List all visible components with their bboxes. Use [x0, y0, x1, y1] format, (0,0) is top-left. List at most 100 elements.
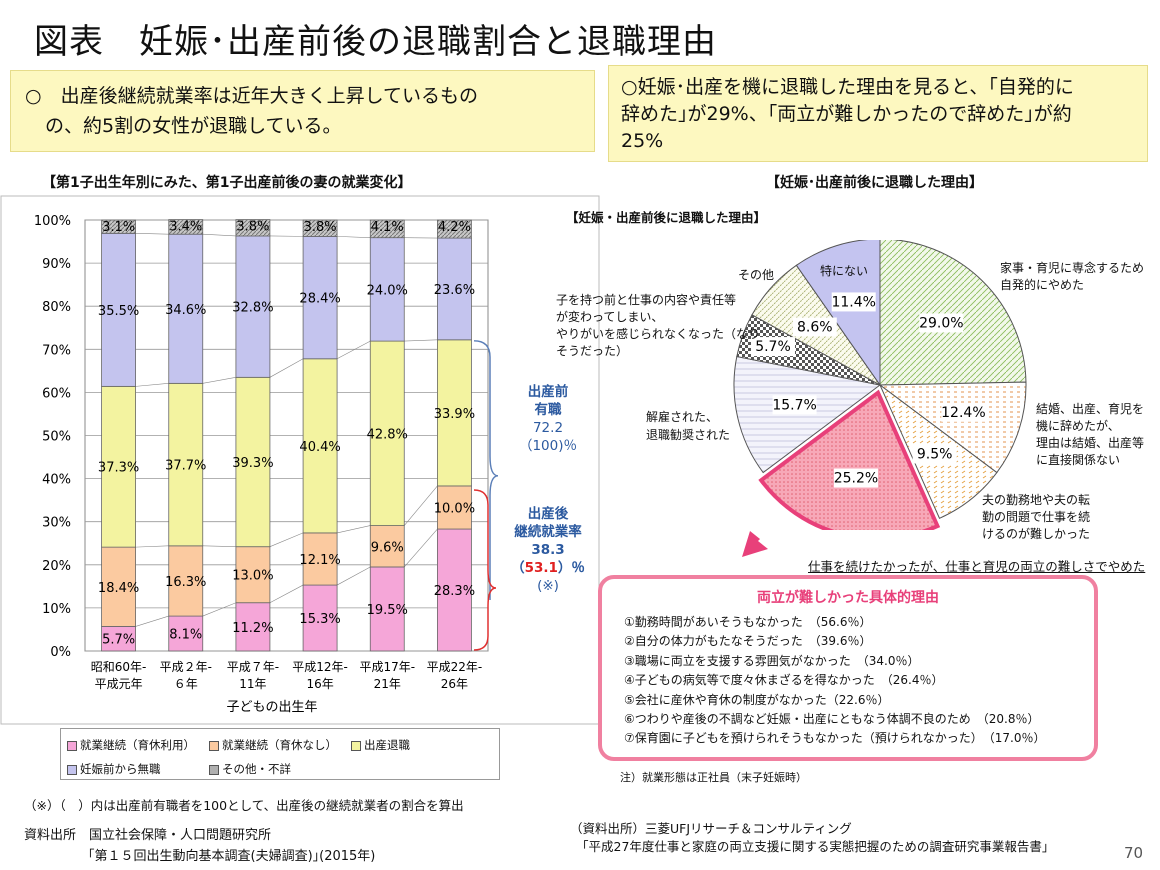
bar-data-label: 40.4% — [299, 440, 340, 455]
bar-data-label: 3.8% — [304, 220, 337, 235]
bar-segment-1 — [101, 626, 136, 652]
y-tick-label: 10% — [42, 602, 71, 617]
pie-label-none: 特にない — [820, 264, 869, 278]
bar-segment-3 — [235, 376, 271, 548]
bar-segment-4 — [369, 237, 405, 342]
y-tick-label: 30% — [42, 516, 71, 531]
y-tick-label: 90% — [42, 257, 71, 272]
bar-data-label: 4.2% — [438, 220, 471, 235]
pie-label-bg — [941, 402, 986, 422]
bar-data-label: 35.5% — [98, 304, 139, 319]
pie-data-label: 9.5% — [917, 446, 953, 462]
bar-data-label: 16.3% — [165, 575, 206, 590]
reason-item: ②自分の体力がもたなそうだった （39.6％） — [624, 634, 872, 649]
series-connector — [202, 545, 236, 547]
brace-top-l2: 有職 — [534, 402, 562, 418]
series-connector — [202, 377, 236, 384]
reasons-list: ①勤務時間があいそうもなかった （56.6％） ②自分の体力がもたなそうだった … — [624, 613, 1094, 749]
bar-data-label: 13.0% — [232, 569, 273, 584]
bar-data-label: 5.7% — [102, 633, 135, 648]
brace-top-l4: （100)％ — [518, 438, 578, 454]
x-axis-label: 子どもの出生年 — [226, 700, 317, 715]
bar-data-label: 11.2% — [232, 621, 273, 636]
pie-label-change-l3: やりがいを感じられなくなった（なり — [556, 327, 761, 341]
pie-label-unrel-l2: 機に辞めたが、 — [1036, 419, 1120, 433]
bar-data-label: 28.4% — [299, 292, 340, 307]
pie-label-husband-l1: 夫の勤務地や夫の転 — [982, 493, 1091, 507]
pie-slice-4 — [758, 389, 941, 530]
pie-label-unrelated: 結婚、出産、育児を 機に辞めたが、 理由は結婚、出産等 に直接関係ない — [1036, 401, 1144, 469]
series-connector — [337, 525, 371, 534]
legend-item-2: 就業継続（育休なし） — [209, 737, 337, 753]
series-connector — [336, 566, 371, 586]
brace-top-l1: 出産前 — [527, 384, 569, 400]
bar-data-label: 37.7% — [165, 459, 206, 474]
pie-slice-8 — [795, 240, 881, 387]
pie-chart: 29.0% 12.4% 9.5% 25.2% 15.7% 5.7% 8.6% 11.4% — [733, 240, 1027, 530]
bar-data-label: 8.1% — [169, 628, 202, 643]
pie-label-husband: 夫の勤務地や夫の転 勤の問題で仕事を続 けるのが難しかった — [982, 492, 1090, 543]
summary-left: ○ 出産後継続就業率は近年大きく上昇しているもの の、約5割の女性が退職している… — [10, 70, 595, 152]
stacked-bar-chart: 5.7% 18.4% 37.3% 35.5% 3.1% 8.1% 16.3% 37.7% 34.… — [0, 195, 600, 725]
legend-label-3: 出産退職 — [364, 738, 410, 752]
source-left-line2: ｢第１５回出生動向基本調査(夫婦調査)｣(2015年) — [88, 849, 376, 864]
bar-segment-3 — [437, 339, 472, 487]
legend-label-2: 就業継続（育休なし） — [222, 738, 337, 752]
brace-lines — [473, 340, 499, 651]
bar-segment-4 — [437, 237, 472, 341]
summary-right-line1: ○妊娠･出産を機に退職した理由を見ると、｢自発的に — [621, 76, 1074, 98]
bar-data-label: 34.6% — [165, 303, 206, 318]
chart-frame — [0, 195, 600, 725]
chart-legend: 就業継続（育休利用） 就業継続（育休なし） 出産退職 妊娠前から無職 その他・不… — [60, 728, 500, 780]
pie-label-change-l1: 子を持つ前と仕事の内容や責任等 — [556, 293, 737, 307]
pie-label-bg — [919, 313, 964, 333]
highlight-caption: 仕事を続けたかったが、仕事と育児の両立の難しさでやめた — [808, 559, 1146, 574]
brace-bottom-l2: 継続就業率 — [514, 524, 582, 540]
bar-data-label: 23.6% — [434, 283, 475, 298]
reason-item: ⑥つわりや産後の不調など妊娠・出産にともなう体調不良のため （20.8％） — [624, 712, 1040, 727]
pie-label-bg — [912, 444, 957, 464]
pie-label-bg — [750, 337, 795, 357]
bar-data-label: 19.5% — [367, 603, 408, 618]
series-connector — [135, 545, 169, 548]
bar-data-label: 3.1% — [102, 220, 135, 235]
y-tick-label: 100% — [34, 214, 71, 229]
reason-item: ⑦保育園に子どもを預けられそうもなかった（預けられなかった） （17.0％） — [624, 731, 1046, 746]
brace-top-l3: 72.2 — [532, 420, 564, 436]
legend-swatch-orange — [209, 740, 219, 751]
bar-segment-1 — [369, 566, 405, 652]
x-tick-label: 平成22年- — [427, 660, 483, 674]
reasons-box: 両立が難しかった具体的理由 ①勤務時間があいそうもなかった （56.6％） ②自… — [598, 575, 1098, 761]
bar-segment-4 — [235, 235, 271, 378]
arrow-icon — [742, 511, 788, 557]
bar-data-label: 9.6% — [371, 540, 404, 555]
series-connector — [202, 602, 237, 617]
summary-left-line1: ○ 出産後継続就業率は近年大きく上昇しているもの — [25, 85, 479, 107]
bar-segment-4 — [101, 232, 136, 387]
pie-label-home-l1: 家事・育児に専念するため — [1000, 261, 1145, 275]
brace-bottom-l5: (※) — [537, 578, 559, 594]
bar-segment-2 — [235, 546, 271, 604]
pie-label-bg — [772, 395, 817, 415]
bar-data-label: 32.8% — [232, 301, 273, 316]
pie-label-home-l2: 自発的にやめた — [1000, 278, 1085, 292]
bar-segment-2 — [168, 545, 204, 617]
reasons-title: 両立が難しかった具体的理由 — [757, 590, 939, 606]
pie-data-label: 29.0% — [919, 315, 963, 331]
pie-label-unrel-l1: 結婚、出産、育児を — [1036, 402, 1145, 416]
brace-top — [473, 340, 499, 601]
bar-data-label: 42.8% — [367, 427, 408, 442]
bar-segment-5 — [437, 219, 472, 239]
bar-segment-1 — [168, 615, 204, 652]
x-tick-label: 昭和60年- — [91, 660, 147, 674]
reason-item: ①勤務時間があいそうもなかった （56.6％） — [624, 615, 872, 629]
reason-item: ⑤会社に産休や育休の制度がなかった（22.6％） — [624, 692, 890, 707]
pie-label-other: その他 — [738, 268, 775, 282]
series-connector — [269, 584, 304, 603]
bar-segment-3 — [302, 358, 338, 534]
y-tick-label: 50% — [42, 430, 71, 445]
series-connector — [135, 383, 169, 387]
y-tick-label: 60% — [42, 386, 71, 401]
series-connector — [135, 233, 169, 235]
legend-label-1: 就業継続（育休利用） — [80, 738, 195, 752]
